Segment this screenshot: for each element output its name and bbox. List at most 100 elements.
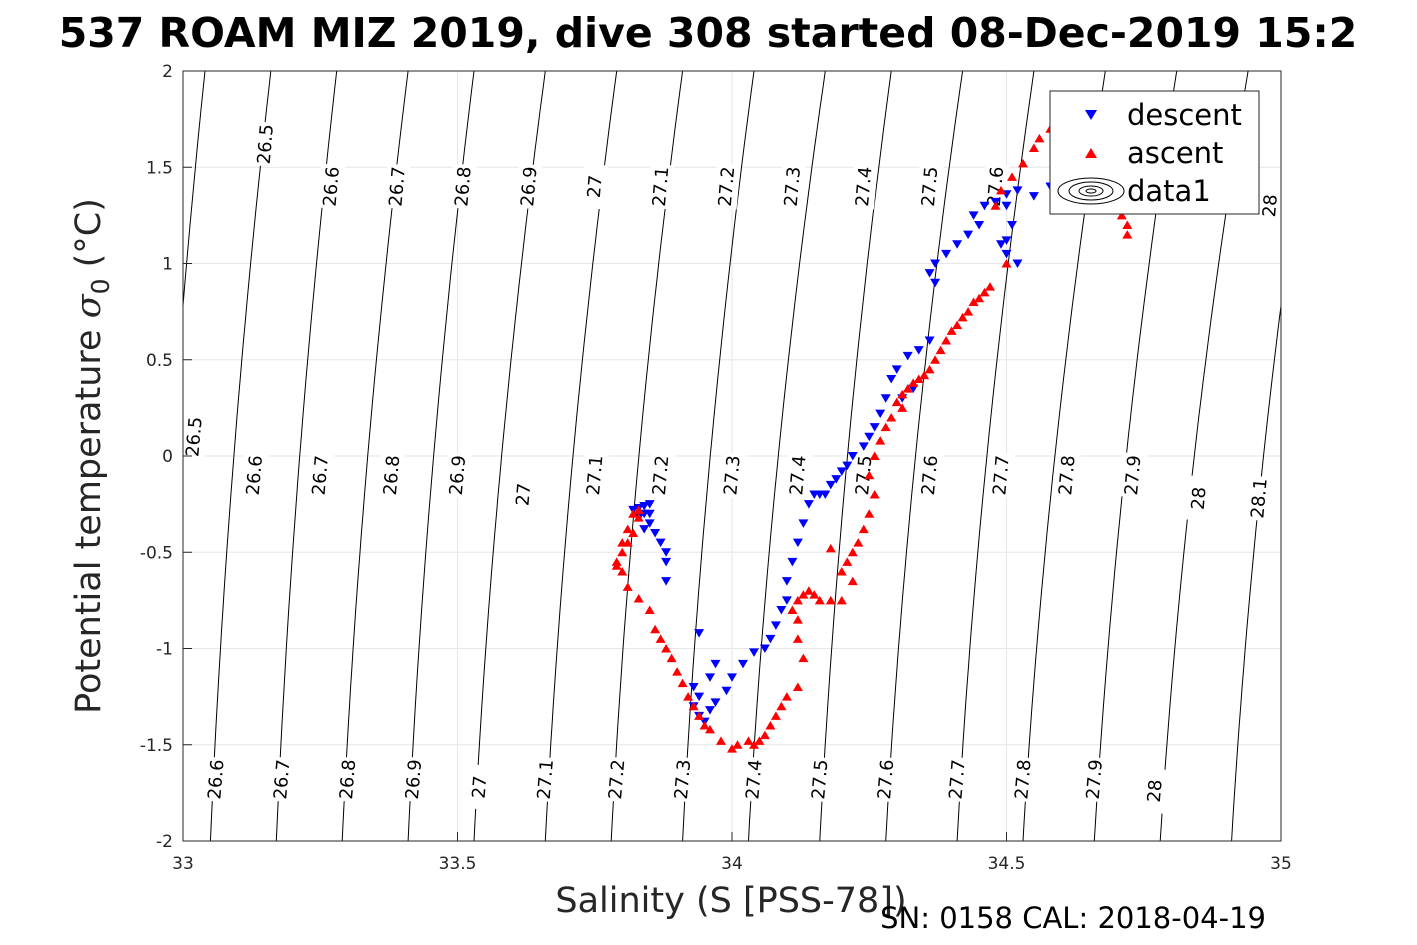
- contour-label-backdrop: [778, 163, 807, 210]
- contour-label-26.6: 26.6: [320, 166, 344, 208]
- descent-point: [1001, 249, 1012, 259]
- contour-label-28: 28: [1188, 486, 1211, 511]
- descent-point: [930, 259, 941, 268]
- ascent-point: [1122, 220, 1133, 229]
- descent-point: [759, 644, 770, 653]
- x-tick-label: 33.5: [439, 854, 477, 874]
- ascent-point: [869, 451, 880, 460]
- ascent-point: [781, 692, 792, 701]
- descent-point: [842, 461, 853, 471]
- ascent-point: [759, 730, 770, 740]
- descent-point: [661, 577, 672, 586]
- contour-label-27.6: 27.6: [874, 759, 898, 801]
- descent-point: [880, 394, 891, 403]
- contour-label-backdrop: [267, 756, 296, 803]
- descent-point: [705, 673, 715, 682]
- contour-label-27.4: 27.4: [786, 454, 810, 496]
- contour-label-27.5: 27.5: [808, 759, 832, 801]
- ascent-point: [672, 667, 683, 676]
- ascent-point: [792, 615, 803, 624]
- ascent-point: [957, 312, 968, 322]
- series-descent: [628, 140, 1122, 727]
- descent-point: [776, 606, 787, 615]
- descent-point: [644, 519, 655, 528]
- ascent-point: [792, 634, 803, 643]
- contour-label-backdrop: [180, 413, 208, 460]
- descent-point: [902, 351, 913, 361]
- ascent-point: [699, 721, 710, 730]
- contour-label-backdrop: [849, 452, 878, 499]
- contour-label-27.8: 27.8: [1055, 454, 1079, 496]
- contour-label-backdrop: [943, 756, 971, 803]
- descent-point: [924, 336, 935, 345]
- contour-label-backdrop: [1009, 756, 1037, 803]
- ascent-point: [803, 586, 814, 595]
- y-axis-label-symbol: σ: [69, 293, 109, 318]
- contour-label-26.5: 26.5: [182, 416, 206, 458]
- contour-label-backdrop: [981, 163, 1010, 210]
- contour-label-backdrop: [465, 764, 494, 811]
- contour-label-28: 28: [1144, 779, 1167, 804]
- ascent-point: [814, 595, 825, 605]
- legend-box: [1049, 90, 1260, 215]
- descent-point: [968, 211, 979, 220]
- ascent-point: [694, 711, 705, 720]
- contour-label-backdrop: [646, 452, 675, 499]
- ascent-point: [633, 505, 644, 514]
- descent-point: [749, 648, 759, 657]
- descent-point: [864, 432, 875, 442]
- ascent-point: [1034, 133, 1045, 143]
- contour-label-backdrop: [1053, 452, 1081, 499]
- y-tick-label: -0.5: [140, 543, 173, 563]
- legend-entry-descent: descent: [1127, 98, 1242, 132]
- contour-label-backdrop: [580, 452, 609, 499]
- density-contour-labels: 26.5 26.5 26.6 26.6 26.6 26.7 26.7 26.7 26.8 26.8…: [180, 121, 1284, 814]
- ascent-point: [1122, 230, 1133, 239]
- ascent-point: [968, 297, 979, 306]
- descent-point: [941, 249, 952, 259]
- contour-label-27: 27: [584, 174, 607, 199]
- x-tick-label: 34: [721, 854, 743, 874]
- contour-label-27.8: 27.8: [1011, 759, 1035, 801]
- ascent-point: [919, 370, 930, 380]
- contour-label-27.3: 27.3: [671, 759, 695, 801]
- y-axis-label-unit: (°C): [69, 198, 109, 278]
- contour-label-27: 27: [469, 775, 492, 800]
- descent-point: [710, 659, 721, 669]
- y-axis-label-subscript: 0: [86, 278, 115, 294]
- ascent-point: [1116, 210, 1127, 220]
- legend-descent-marker: [1085, 110, 1097, 120]
- contour-label-backdrop: [806, 756, 834, 803]
- contour-label-backdrop: [317, 163, 346, 210]
- contour-label-backdrop: [718, 452, 746, 499]
- descent-point: [710, 698, 721, 707]
- ascent-point: [930, 355, 941, 364]
- density-contour-26.5: [183, 71, 206, 312]
- descent-point: [661, 548, 672, 557]
- contour-label-26.9: 26.9: [517, 166, 541, 208]
- contour-label-backdrop: [449, 163, 477, 210]
- ascent-point: [952, 320, 963, 330]
- contour-label-backdrop: [580, 163, 609, 210]
- density-contour-26.6: [209, 71, 272, 841]
- ascent-point: [941, 336, 952, 345]
- contour-label-backdrop: [399, 756, 428, 803]
- contour-label-26.6: 26.6: [204, 759, 228, 801]
- x-tick-label: 34.5: [988, 854, 1026, 874]
- ascent-point: [727, 744, 737, 753]
- descent-point: [1028, 192, 1039, 201]
- descent-point: [721, 686, 732, 696]
- contour-label-backdrop: [531, 756, 560, 803]
- axis-ticks: 33 33.5 34 34.5 35 2 1.5 1 0.5 0 -0.5 -1 -1.5 -2: [140, 62, 1292, 874]
- contour-label-26.8: 26.8: [380, 454, 404, 496]
- descent-point: [836, 467, 847, 476]
- contour-label-27.9: 27.9: [1083, 759, 1107, 801]
- ascent-point: [622, 524, 633, 534]
- contour-label-backdrop: [377, 452, 406, 499]
- contour-label-backdrop: [740, 756, 768, 803]
- contour-label-backdrop: [1080, 756, 1109, 803]
- descent-point: [738, 659, 748, 669]
- density-contour-27.3: [682, 71, 755, 841]
- contour-label-backdrop: [515, 163, 543, 210]
